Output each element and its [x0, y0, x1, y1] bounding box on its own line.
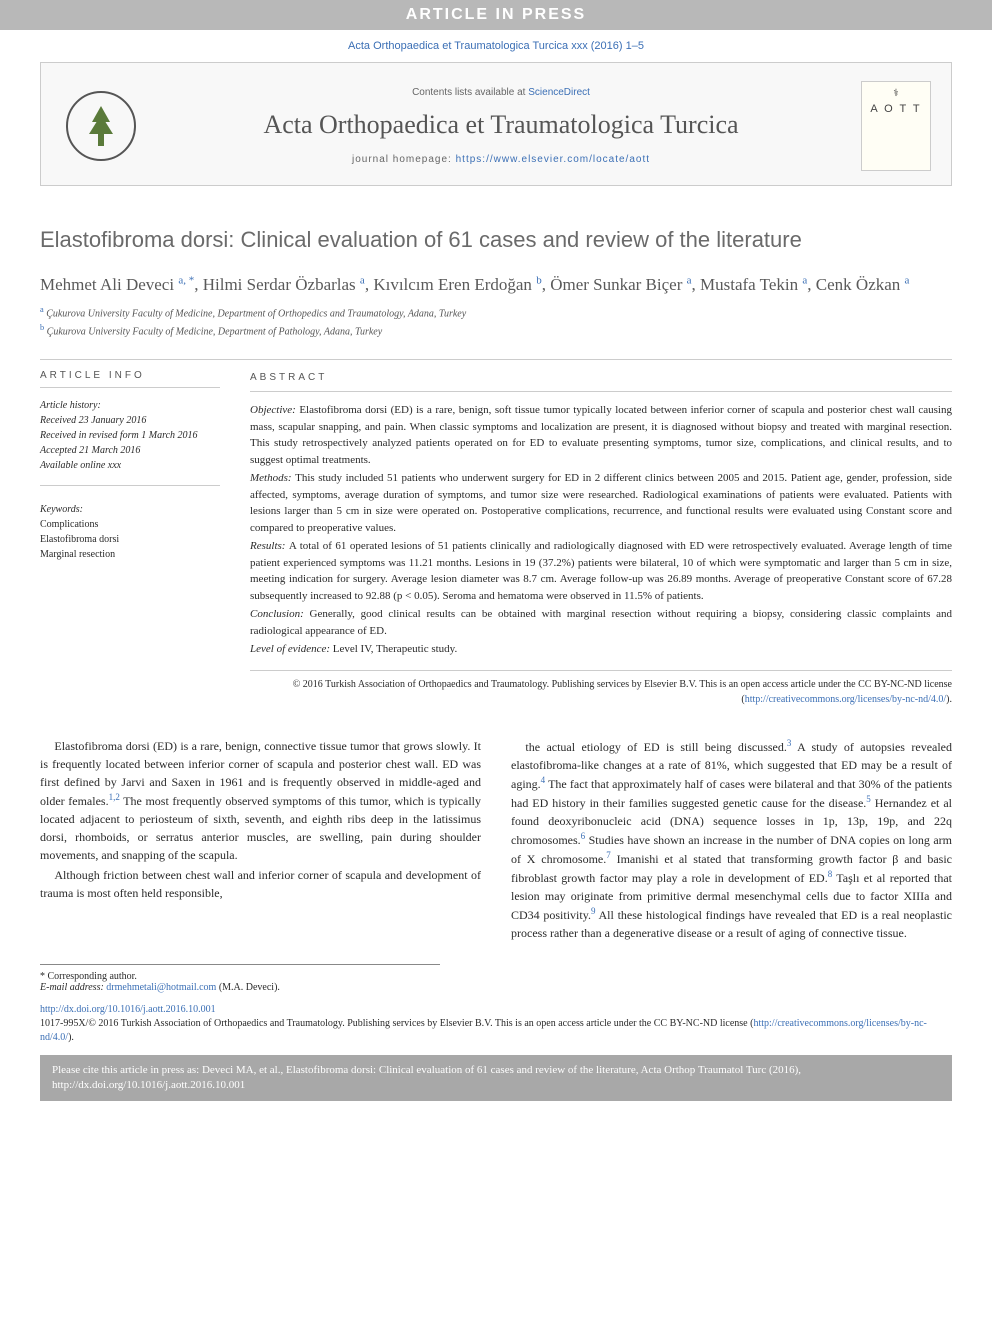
body-paragraph: Elastofibroma dorsi (ED) is a rare, beni…	[40, 737, 481, 864]
abstract-section: Results: A total of 61 operated lesions …	[250, 538, 952, 604]
license-link[interactable]: http://creativecommons.org/licenses/by-n…	[745, 694, 946, 705]
abstract-section: Objective: Elastofibroma dorsi (ED) is a…	[250, 402, 952, 468]
affiliation-a: Çukurova University Faculty of Medicine,…	[46, 309, 466, 320]
sciencedirect-link[interactable]: ScienceDirect	[528, 87, 590, 98]
corresponding-note: * Corresponding author.	[40, 971, 440, 982]
abstract-section: Level of evidence: Level IV, Therapeutic…	[250, 641, 952, 658]
article-in-press-banner: ARTICLE IN PRESS	[0, 0, 992, 30]
history-line: Received 23 January 2016	[40, 413, 220, 428]
history-label: Article history:	[40, 398, 220, 413]
abstract-section-label: Methods:	[250, 472, 295, 484]
email-label: E-mail address:	[40, 982, 104, 993]
history-line: Accepted 21 March 2016	[40, 443, 220, 458]
header-center: Contents lists available at ScienceDirec…	[161, 87, 841, 165]
abstract-section-label: Conclusion:	[250, 608, 310, 620]
abstract-section-text: A total of 61 operated lesions of 51 pat…	[250, 540, 952, 602]
body-paragraph: Although friction between chest wall and…	[40, 866, 481, 902]
footnotes: * Corresponding author. E-mail address: …	[40, 964, 440, 993]
copyright-suffix: ).	[946, 694, 952, 705]
keywords-label: Keywords:	[40, 502, 220, 517]
citation-box: Please cite this article in press as: De…	[40, 1055, 952, 1102]
homepage-link[interactable]: https://www.elsevier.com/locate/aott	[456, 154, 650, 165]
authors-list: Mehmet Ali Deveci a, *, Hilmi Serdar Özb…	[40, 273, 952, 297]
abstract-heading: ABSTRACT	[250, 360, 952, 392]
issn-suffix: ).	[68, 1032, 74, 1043]
body-text: Elastofibroma dorsi (ED) is a rare, beni…	[40, 737, 952, 944]
abstract-section-label: Results:	[250, 540, 289, 552]
history-lines: Received 23 January 2016Received in revi…	[40, 413, 220, 473]
journal-reference: Acta Orthopaedica et Traumatologica Turc…	[0, 30, 992, 62]
body-column-left: Elastofibroma dorsi (ED) is a rare, beni…	[40, 737, 481, 944]
affiliations: a Çukurova University Faculty of Medicin…	[40, 304, 952, 339]
keywords-list: ComplicationsElastofibroma dorsiMarginal…	[40, 517, 220, 562]
abstract-section: Conclusion: Generally, good clinical res…	[250, 606, 952, 639]
doi-section: http://dx.doi.org/10.1016/j.aott.2016.10…	[40, 1003, 952, 1045]
abstract-section-text: Level IV, Therapeutic study.	[333, 643, 457, 655]
email-link[interactable]: drmehmetali@hotmail.com	[106, 982, 216, 993]
keyword: Marginal resection	[40, 547, 220, 562]
body-paragraph: the actual etiology of ED is still being…	[511, 737, 952, 942]
tree-icon	[86, 106, 116, 146]
aott-label: A O T T	[870, 103, 921, 115]
copyright-line: © 2016 Turkish Association of Orthopaedi…	[250, 677, 952, 707]
publisher-logo	[61, 81, 141, 171]
aott-emblem-icon: ⚕	[893, 88, 898, 99]
abstract-section-label: Objective:	[250, 404, 299, 416]
journal-header-box: Contents lists available at ScienceDirec…	[40, 62, 952, 186]
article-info-column: ARTICLE INFO Article history: Received 2…	[40, 360, 240, 707]
article-info-heading: ARTICLE INFO	[40, 360, 220, 388]
history-line: Available online xxx	[40, 458, 220, 473]
affiliation-b: Çukurova University Faculty of Medicine,…	[47, 326, 383, 337]
abstract-section-text: Generally, good clinical results can be …	[250, 608, 952, 637]
issn-text: 1017-995X/© 2016 Turkish Association of …	[40, 1018, 753, 1029]
history-line: Received in revised form 1 March 2016	[40, 428, 220, 443]
doi-link[interactable]: http://dx.doi.org/10.1016/j.aott.2016.10…	[40, 1004, 216, 1015]
keyword: Elastofibroma dorsi	[40, 532, 220, 547]
article-title: Elastofibroma dorsi: Clinical evaluation…	[40, 226, 952, 255]
email-author: (M.A. Deveci).	[219, 982, 280, 993]
abstract-content: Objective: Elastofibroma dorsi (ED) is a…	[250, 402, 952, 671]
keyword: Complications	[40, 517, 220, 532]
journal-cover-thumb: ⚕ A O T T	[861, 81, 931, 171]
body-column-right: the actual etiology of ED is still being…	[511, 737, 952, 944]
abstract-section-label: Level of evidence:	[250, 643, 333, 655]
abstract-section-text: Elastofibroma dorsi (ED) is a rare, beni…	[250, 404, 952, 466]
contents-prefix: Contents lists available at	[412, 87, 528, 98]
homepage-prefix: journal homepage:	[352, 154, 456, 165]
journal-title: Acta Orthopaedica et Traumatologica Turc…	[161, 110, 841, 140]
abstract-section-text: This study included 51 patients who unde…	[250, 472, 952, 534]
abstract-column: ABSTRACT Objective: Elastofibroma dorsi …	[240, 360, 952, 707]
abstract-section: Methods: This study included 51 patients…	[250, 470, 952, 536]
